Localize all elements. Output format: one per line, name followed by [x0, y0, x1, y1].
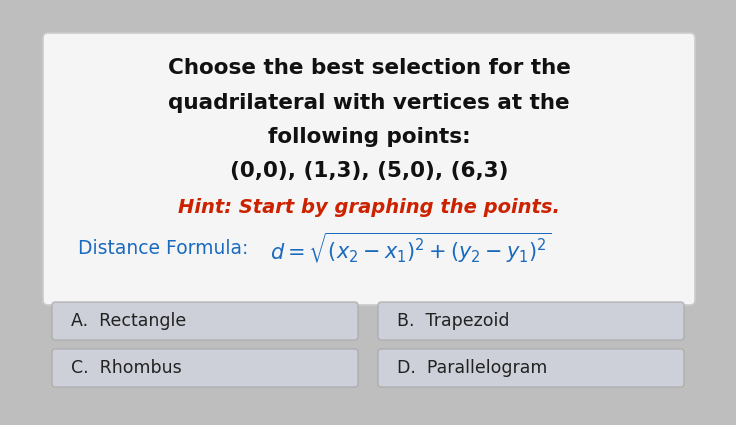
Text: (0,0), (1,3), (5,0), (6,3): (0,0), (1,3), (5,0), (6,3) — [230, 161, 509, 181]
Text: following points:: following points: — [268, 127, 470, 147]
FancyBboxPatch shape — [378, 302, 684, 340]
Text: D.  Parallelogram: D. Parallelogram — [397, 359, 548, 377]
Text: quadrilateral with vertices at the: quadrilateral with vertices at the — [169, 93, 570, 113]
Text: B.  Trapezoid: B. Trapezoid — [397, 312, 509, 330]
FancyBboxPatch shape — [378, 349, 684, 387]
Text: A.  Rectangle: A. Rectangle — [71, 312, 186, 330]
Text: $d = \sqrt{(x_2 - x_1)^2 + (y_2 - y_1)^2}$: $d = \sqrt{(x_2 - x_1)^2 + (y_2 - y_1)^2… — [270, 231, 551, 265]
FancyBboxPatch shape — [43, 33, 695, 305]
Text: Choose the best selection for the: Choose the best selection for the — [168, 58, 570, 78]
Text: Distance Formula:: Distance Formula: — [78, 238, 261, 258]
Text: C.  Rhombus: C. Rhombus — [71, 359, 182, 377]
FancyBboxPatch shape — [52, 302, 358, 340]
FancyBboxPatch shape — [52, 349, 358, 387]
Text: Hint: Start by graphing the points.: Hint: Start by graphing the points. — [178, 198, 560, 216]
